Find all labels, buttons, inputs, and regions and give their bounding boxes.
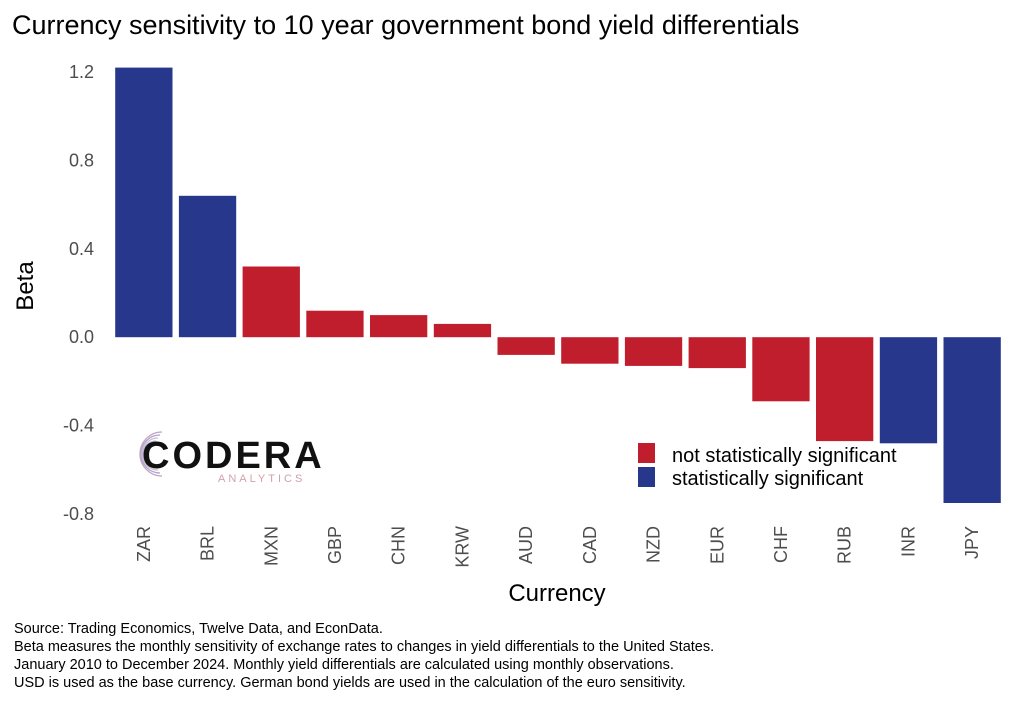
legend-swatch-significant <box>638 467 655 487</box>
bars-group <box>115 67 1001 503</box>
note-period: January 2010 to December 2024. Monthly y… <box>14 657 674 673</box>
bar-nzd <box>624 337 683 366</box>
x-tick-label-chf: CHF <box>771 526 791 563</box>
bar-cad <box>561 337 619 364</box>
y-axis-ticks: -0.8 -0.4 0.0 0.4 0.8 1.2 <box>63 62 94 524</box>
y-tick-label: 0.0 <box>69 327 94 347</box>
x-tick-label-cad: CAD <box>580 526 600 564</box>
x-tick-label-jpy: JPY <box>962 526 982 559</box>
note-beta-definition: Beta measures the monthly sensitivity of… <box>14 639 715 655</box>
bar-zar <box>115 67 173 338</box>
bar-aud <box>497 337 555 355</box>
x-tick-label-nzd: NZD <box>644 526 664 563</box>
bar-chf <box>752 337 810 402</box>
y-tick-label: -0.4 <box>63 416 94 436</box>
y-tick-label: -0.8 <box>63 504 94 524</box>
x-tick-label-krw: KRW <box>452 526 472 568</box>
legend: not statistically significant statistica… <box>638 443 897 490</box>
y-tick-label: 1.2 <box>69 62 94 82</box>
logo-wordmark: CODERA <box>142 435 325 477</box>
logo-subtitle: ANALYTICS <box>218 473 305 485</box>
x-tick-label-rub: RUB <box>835 526 855 564</box>
logo-mark-icon <box>139 431 163 477</box>
legend-label-not-significant: not statistically significant <box>672 445 897 467</box>
bar-gbp <box>306 310 364 338</box>
bar-rub <box>816 337 874 442</box>
legend-label-significant: statistically significant <box>672 468 864 490</box>
codera-logo: CODERA ANALYTICS <box>139 431 325 485</box>
bar-inr <box>879 337 938 444</box>
chart-notes: Source: Trading Economics, Twelve Data, … <box>14 620 714 692</box>
bar-brl <box>178 195 237 338</box>
chart-title: Currency sensitivity to 10 year governme… <box>12 10 800 40</box>
x-tick-label-inr: INR <box>898 526 918 557</box>
x-axis-title: Currency <box>508 580 605 607</box>
x-axis-ticks: ZAR BRL MXN GBP CHN KRW AUD CAD NZD EUR CHF RUB INR J… <box>134 526 982 568</box>
legend-swatch-not-significant <box>638 443 655 463</box>
y-tick-label: 0.8 <box>69 150 94 170</box>
x-tick-label-chn: CHN <box>389 526 409 565</box>
note-base-currency: USD is used as the base currency. German… <box>14 675 686 691</box>
x-tick-label-eur: EUR <box>707 526 727 564</box>
x-tick-label-mxn: MXN <box>261 526 281 566</box>
x-tick-label-gbp: GBP <box>325 526 345 564</box>
bar-mxn <box>242 266 300 338</box>
y-tick-label: 0.4 <box>69 239 94 259</box>
bar-eur <box>688 337 746 369</box>
x-tick-label-aud: AUD <box>516 526 536 564</box>
bar-jpy <box>943 337 1001 503</box>
x-tick-label-zar: ZAR <box>134 526 154 562</box>
x-tick-label-brl: BRL <box>198 526 218 561</box>
note-source: Source: Trading Economics, Twelve Data, … <box>14 621 383 637</box>
bar-chn <box>370 315 428 338</box>
y-axis-title: Beta <box>12 261 39 311</box>
bar-krw <box>433 323 492 338</box>
